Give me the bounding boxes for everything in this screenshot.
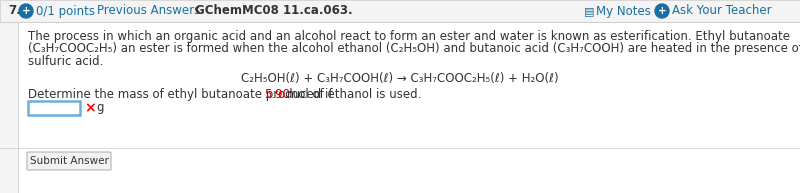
Text: +: + — [658, 6, 666, 16]
Text: sulfuric acid.: sulfuric acid. — [28, 55, 103, 68]
Text: Previous Answers: Previous Answers — [97, 4, 200, 18]
Text: mol of ethanol is used.: mol of ethanol is used. — [283, 88, 422, 101]
Text: ▤: ▤ — [584, 6, 594, 16]
Circle shape — [655, 4, 669, 18]
FancyBboxPatch shape — [27, 152, 111, 170]
Bar — [18, 22, 800, 193]
Text: Ask Your Teacher: Ask Your Teacher — [672, 4, 772, 18]
Text: g: g — [96, 102, 103, 114]
Text: The process in which an organic acid and an alcohol react to form an ester and w: The process in which an organic acid and… — [28, 30, 790, 43]
FancyBboxPatch shape — [28, 101, 80, 115]
Circle shape — [19, 4, 33, 18]
Text: 5.90: 5.90 — [264, 88, 290, 101]
Text: 7.: 7. — [8, 4, 21, 18]
Text: 0/1 points: 0/1 points — [36, 4, 95, 18]
Text: Determine the mass of ethyl butanoate produced if: Determine the mass of ethyl butanoate pr… — [28, 88, 336, 101]
Text: (C₃H₇COOC₂H₅) an ester is formed when the alcohol ethanol (C₂H₅OH) and butanoic : (C₃H₇COOC₂H₅) an ester is formed when th… — [28, 42, 800, 55]
Text: GChemMC08 11.ca.063.: GChemMC08 11.ca.063. — [195, 4, 353, 18]
Text: My Notes: My Notes — [596, 4, 651, 18]
Text: Submit Answer: Submit Answer — [30, 156, 109, 166]
Text: ×: × — [84, 101, 96, 115]
Text: C₂H₅OH(ℓ) + C₃H₇COOH(ℓ) → C₃H₇COOC₂H₅(ℓ) + H₂O(ℓ): C₂H₅OH(ℓ) + C₃H₇COOH(ℓ) → C₃H₇COOC₂H₅(ℓ)… — [241, 72, 559, 85]
Text: +: + — [22, 6, 30, 16]
Bar — [0, 0, 800, 22]
